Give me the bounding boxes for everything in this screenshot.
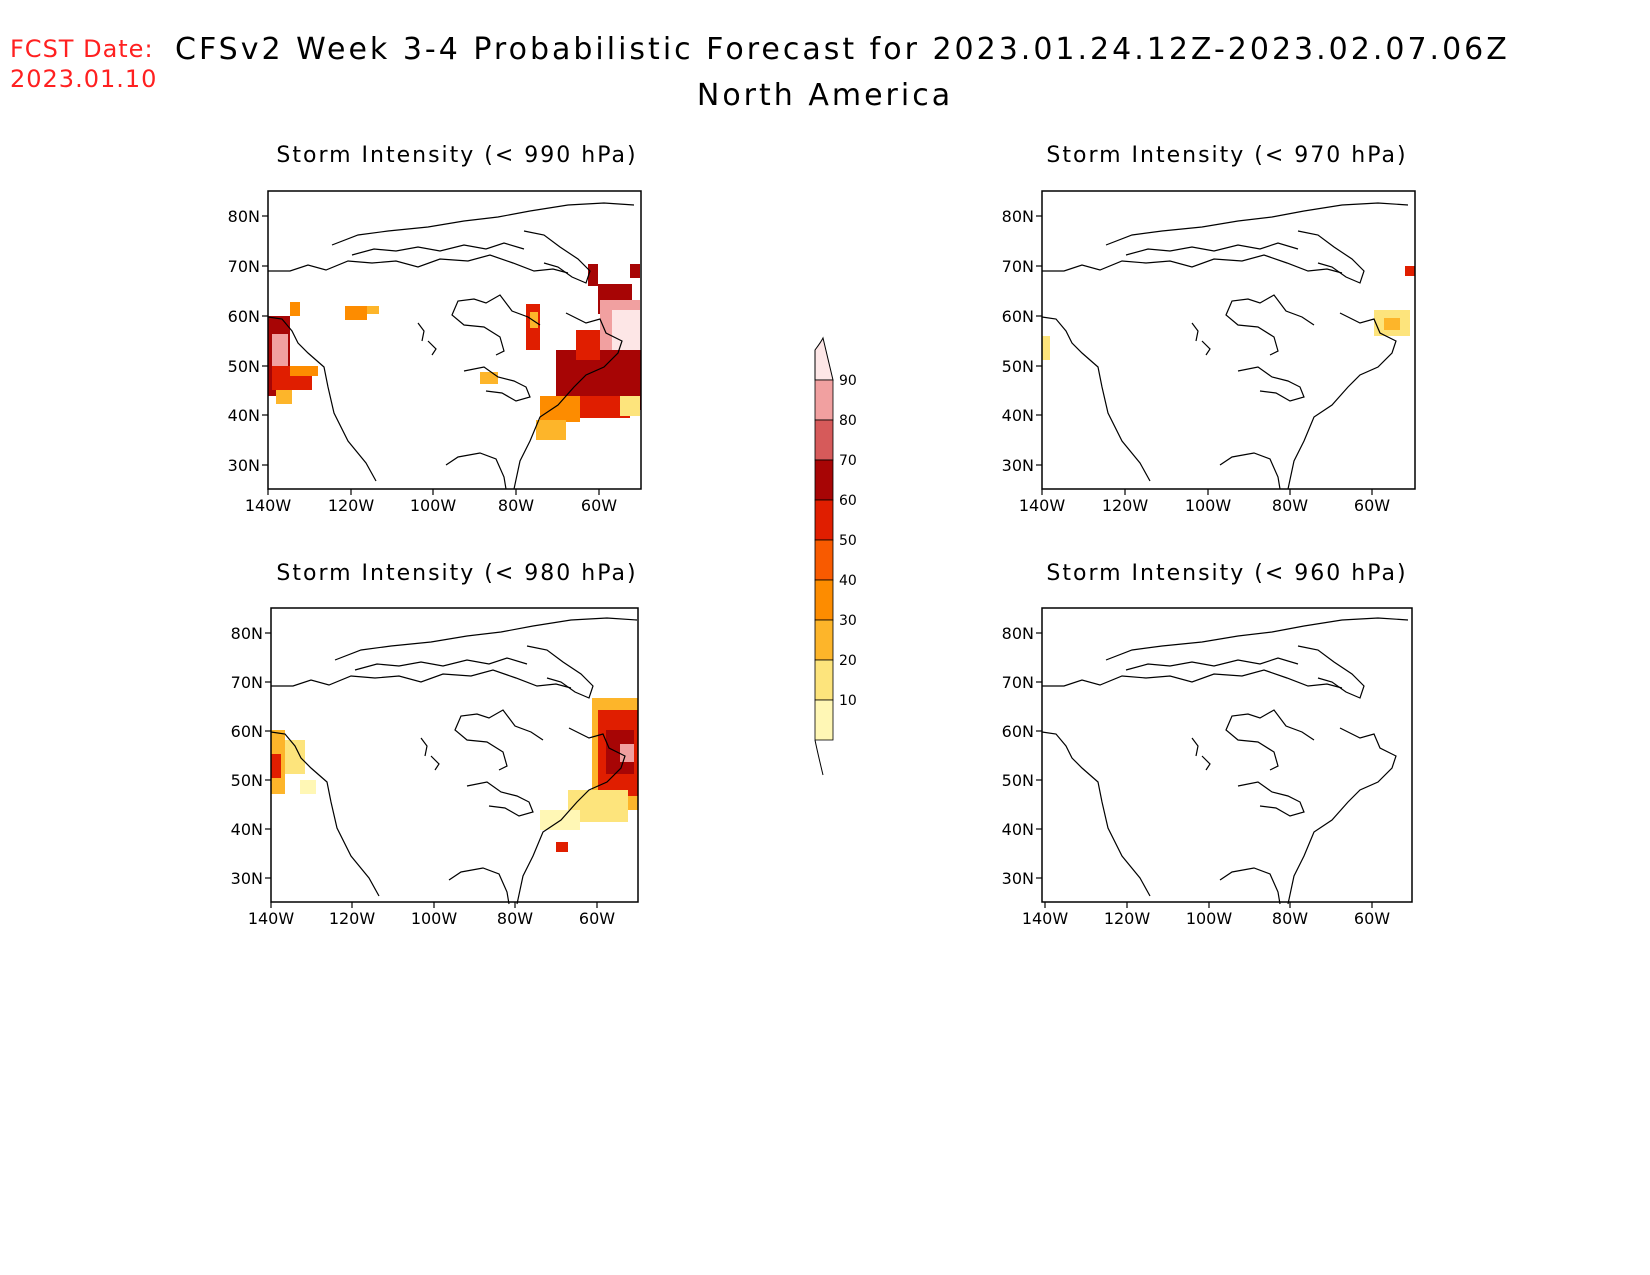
lat-label-990: 80N <box>228 207 260 226</box>
panel-title-960: Storm Intensity (< 960 hPa) <box>1046 561 1408 586</box>
colorbar-box <box>814 699 834 741</box>
lat-label-970: 70N <box>1002 257 1034 276</box>
colorbar-box <box>814 579 834 621</box>
forecast-date-label: FCST Date: <box>10 35 154 63</box>
lat-label-970: 80N <box>1002 207 1034 226</box>
lon-label-980: 100W <box>411 909 458 928</box>
colorbar-cap-top <box>814 336 834 381</box>
colorbar-level-label: 10 <box>839 693 857 709</box>
colorbar-level-label: 80 <box>839 413 857 429</box>
map-axes: 80N 70N 60N 50N 40N 30N 140W 120W 100W 80W 60W 80N 7… <box>228 207 1391 928</box>
map-frame-960 <box>1042 608 1412 902</box>
lon-label-980: 80W <box>497 909 533 928</box>
lat-label-960: 60N <box>1002 722 1034 741</box>
lat-label-990: 30N <box>228 456 260 475</box>
lat-label-960: 80N <box>1002 624 1034 643</box>
lat-label-960: 40N <box>1002 820 1034 839</box>
map-frame-970 <box>1042 191 1415 489</box>
lon-label-980: 120W <box>329 909 376 928</box>
panel-title-970: Storm Intensity (< 970 hPa) <box>1046 143 1408 168</box>
colorbar-box <box>814 619 834 661</box>
colorbar-box <box>814 459 834 501</box>
page-title: CFSv2 Week 3-4 Probabilistic Forecast fo… <box>175 32 1510 67</box>
lat-label-970: 40N <box>1002 406 1034 425</box>
lat-label-970: 60N <box>1002 307 1034 326</box>
lon-label-970: 140W <box>1019 496 1066 515</box>
lat-label-990: 60N <box>228 307 260 326</box>
colorbar-level-label: 90 <box>839 373 857 389</box>
lat-label-980: 30N <box>231 869 263 888</box>
lon-label-990: 80W <box>498 496 534 515</box>
lat-label-980: 70N <box>231 673 263 692</box>
colorbar-level-label: 30 <box>839 613 857 629</box>
forecast-date-block: FCST Date: 2023.01.10 <box>10 34 157 94</box>
map-panel-980 <box>270 607 639 905</box>
lon-label-990: 100W <box>410 496 457 515</box>
lat-label-990: 70N <box>228 257 260 276</box>
map-frame-980 <box>271 608 638 902</box>
probability-shading-970 <box>1042 266 1415 360</box>
lon-label-960: 60W <box>1354 909 1390 928</box>
lat-label-980: 60N <box>231 722 263 741</box>
lat-label-960: 50N <box>1002 771 1034 790</box>
colorbar-level-label: 70 <box>839 453 857 469</box>
lat-label-970: 50N <box>1002 357 1034 376</box>
forecast-date-value: 2023.01.10 <box>10 65 158 93</box>
lat-label-980: 40N <box>231 820 263 839</box>
lon-label-980: 60W <box>579 909 615 928</box>
colorbar-box <box>814 539 834 581</box>
lon-label-970: 60W <box>1354 496 1390 515</box>
lon-label-980: 140W <box>248 909 295 928</box>
colorbar-box <box>814 379 834 421</box>
lon-label-960: 100W <box>1186 909 1233 928</box>
map-panel-970 <box>1041 190 1416 490</box>
lon-label-970: 120W <box>1102 496 1149 515</box>
lon-label-970: 100W <box>1185 496 1232 515</box>
lat-label-960: 30N <box>1002 869 1034 888</box>
probability-colorbar: 10 20 30 40 50 60 70 80 90 <box>814 336 857 776</box>
lat-label-980: 80N <box>231 624 263 643</box>
colorbar-level-label: 20 <box>839 653 857 669</box>
lon-label-990: 60W <box>581 496 617 515</box>
lat-label-960: 70N <box>1002 673 1034 692</box>
colorbar-box <box>814 419 834 461</box>
lon-label-960: 140W <box>1022 909 1069 928</box>
colorbar-level-label: 60 <box>839 493 857 509</box>
map-panel-990 <box>267 190 642 490</box>
lon-label-970: 80W <box>1272 496 1308 515</box>
colorbar-level-label: 40 <box>839 573 857 589</box>
lon-label-960: 80W <box>1272 909 1308 928</box>
panel-title-990: Storm Intensity (< 990 hPa) <box>276 143 638 168</box>
probability-shading-990 <box>268 264 641 440</box>
region-title: North America <box>696 78 954 113</box>
lat-label-990: 50N <box>228 357 260 376</box>
colorbar-box <box>814 659 834 701</box>
lat-label-980: 50N <box>231 771 263 790</box>
panel-title-980: Storm Intensity (< 980 hPa) <box>276 561 638 586</box>
colorbar-box <box>814 499 834 541</box>
lat-label-990: 40N <box>228 406 260 425</box>
lon-label-960: 120W <box>1104 909 1151 928</box>
lon-label-990: 140W <box>245 496 292 515</box>
lon-label-990: 120W <box>328 496 375 515</box>
colorbar-level-label: 50 <box>839 533 857 549</box>
map-panel-960 <box>1041 607 1413 905</box>
lat-label-970: 30N <box>1002 456 1034 475</box>
